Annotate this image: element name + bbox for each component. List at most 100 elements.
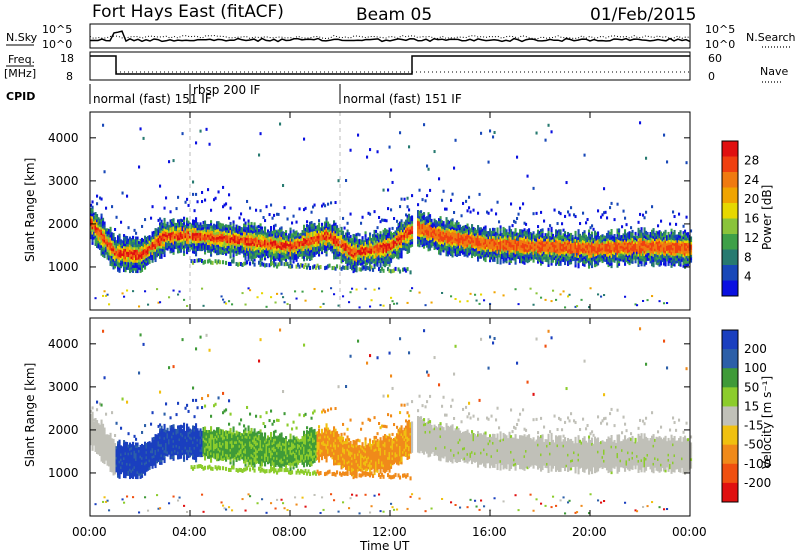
power-cell (145, 257, 148, 261)
power-cell (258, 236, 261, 240)
power-cell (348, 232, 351, 236)
power-cell (207, 244, 210, 248)
power-cell (327, 231, 330, 235)
power-cell (265, 237, 268, 241)
power-cell (307, 248, 310, 252)
power-cell (106, 230, 109, 234)
power-cell (136, 249, 139, 253)
power-cell (171, 244, 174, 248)
power-cell (624, 216, 627, 220)
power-cell (187, 220, 190, 224)
power-cell (261, 257, 264, 261)
power-cell (213, 228, 216, 232)
power-cell (312, 236, 315, 240)
power-cell (240, 212, 243, 216)
power-cell (274, 242, 277, 246)
power-cell (139, 264, 142, 268)
power-cell (115, 215, 118, 219)
power-cell (153, 243, 156, 247)
power-cell (403, 197, 406, 201)
power-cell (525, 222, 528, 226)
power-cell (243, 244, 246, 248)
power-cell (634, 260, 637, 264)
power-cell (222, 236, 225, 240)
power-cell (241, 262, 244, 267)
power-cell (306, 247, 309, 251)
power-cell (247, 237, 250, 241)
power-cell (321, 235, 324, 239)
power-cell (150, 249, 153, 253)
power-cell (177, 240, 180, 244)
power-cell (610, 228, 613, 232)
power-cell (249, 235, 252, 239)
power-cell (172, 220, 175, 224)
power-cell (144, 258, 147, 262)
power-cell (204, 236, 207, 239)
power-cell (244, 229, 247, 233)
power-cell (99, 234, 102, 238)
power-cell (424, 199, 427, 203)
power-cell (309, 234, 312, 238)
power-cell (306, 244, 309, 248)
power-cell (222, 185, 225, 189)
power-cell (289, 235, 292, 239)
power-cell (322, 226, 325, 230)
power-cell (496, 200, 499, 204)
power-cell (273, 253, 276, 257)
power-cell (249, 261, 252, 266)
power-cell (171, 231, 174, 235)
power-cell (123, 240, 126, 244)
power-cell (168, 243, 171, 247)
power-cell (102, 246, 105, 250)
power-cell (114, 237, 117, 241)
power-cell (591, 231, 594, 235)
power-cell (225, 244, 228, 248)
power-cell (256, 228, 259, 232)
power-cell (303, 227, 306, 231)
power-cell (213, 244, 216, 248)
power-cell (283, 242, 286, 246)
power-cell (378, 287, 381, 290)
power-cell (135, 267, 138, 271)
power-cell (264, 219, 267, 223)
power-cell (126, 261, 129, 265)
power-cell (574, 233, 577, 237)
power-cell (301, 245, 304, 249)
power-cell (106, 246, 109, 250)
power-cell (300, 232, 303, 236)
power-cell (312, 254, 315, 258)
power-cell (249, 232, 252, 236)
power-cell (247, 255, 250, 259)
power-cell (217, 223, 220, 227)
power-cell (279, 248, 282, 252)
power-cell (183, 250, 186, 254)
power-cell (475, 299, 478, 302)
power-cell (390, 168, 393, 172)
power-cell (159, 227, 162, 231)
power-cell (253, 262, 256, 267)
power-cell (168, 245, 171, 249)
power-cell (118, 244, 121, 248)
power-cell (204, 225, 207, 229)
power-cell (322, 302, 325, 305)
power-cell (223, 243, 226, 247)
power-cell (234, 240, 237, 244)
power-cell (126, 256, 129, 260)
power-cell (553, 208, 556, 212)
power-cell (252, 251, 255, 255)
power-cell (232, 256, 235, 260)
power-cell (208, 142, 211, 146)
power-cell (297, 255, 300, 259)
power-cell (100, 197, 103, 201)
power-cell (217, 252, 220, 256)
power-cell (121, 240, 124, 244)
power-cell (214, 229, 217, 233)
power-cell (325, 237, 328, 241)
power-cell (117, 266, 120, 270)
power-cell (232, 235, 235, 239)
power-cell (219, 235, 222, 239)
power-cell (199, 224, 202, 228)
power-cell (193, 258, 196, 263)
power-cell (411, 233, 414, 237)
power-cell (123, 269, 126, 273)
